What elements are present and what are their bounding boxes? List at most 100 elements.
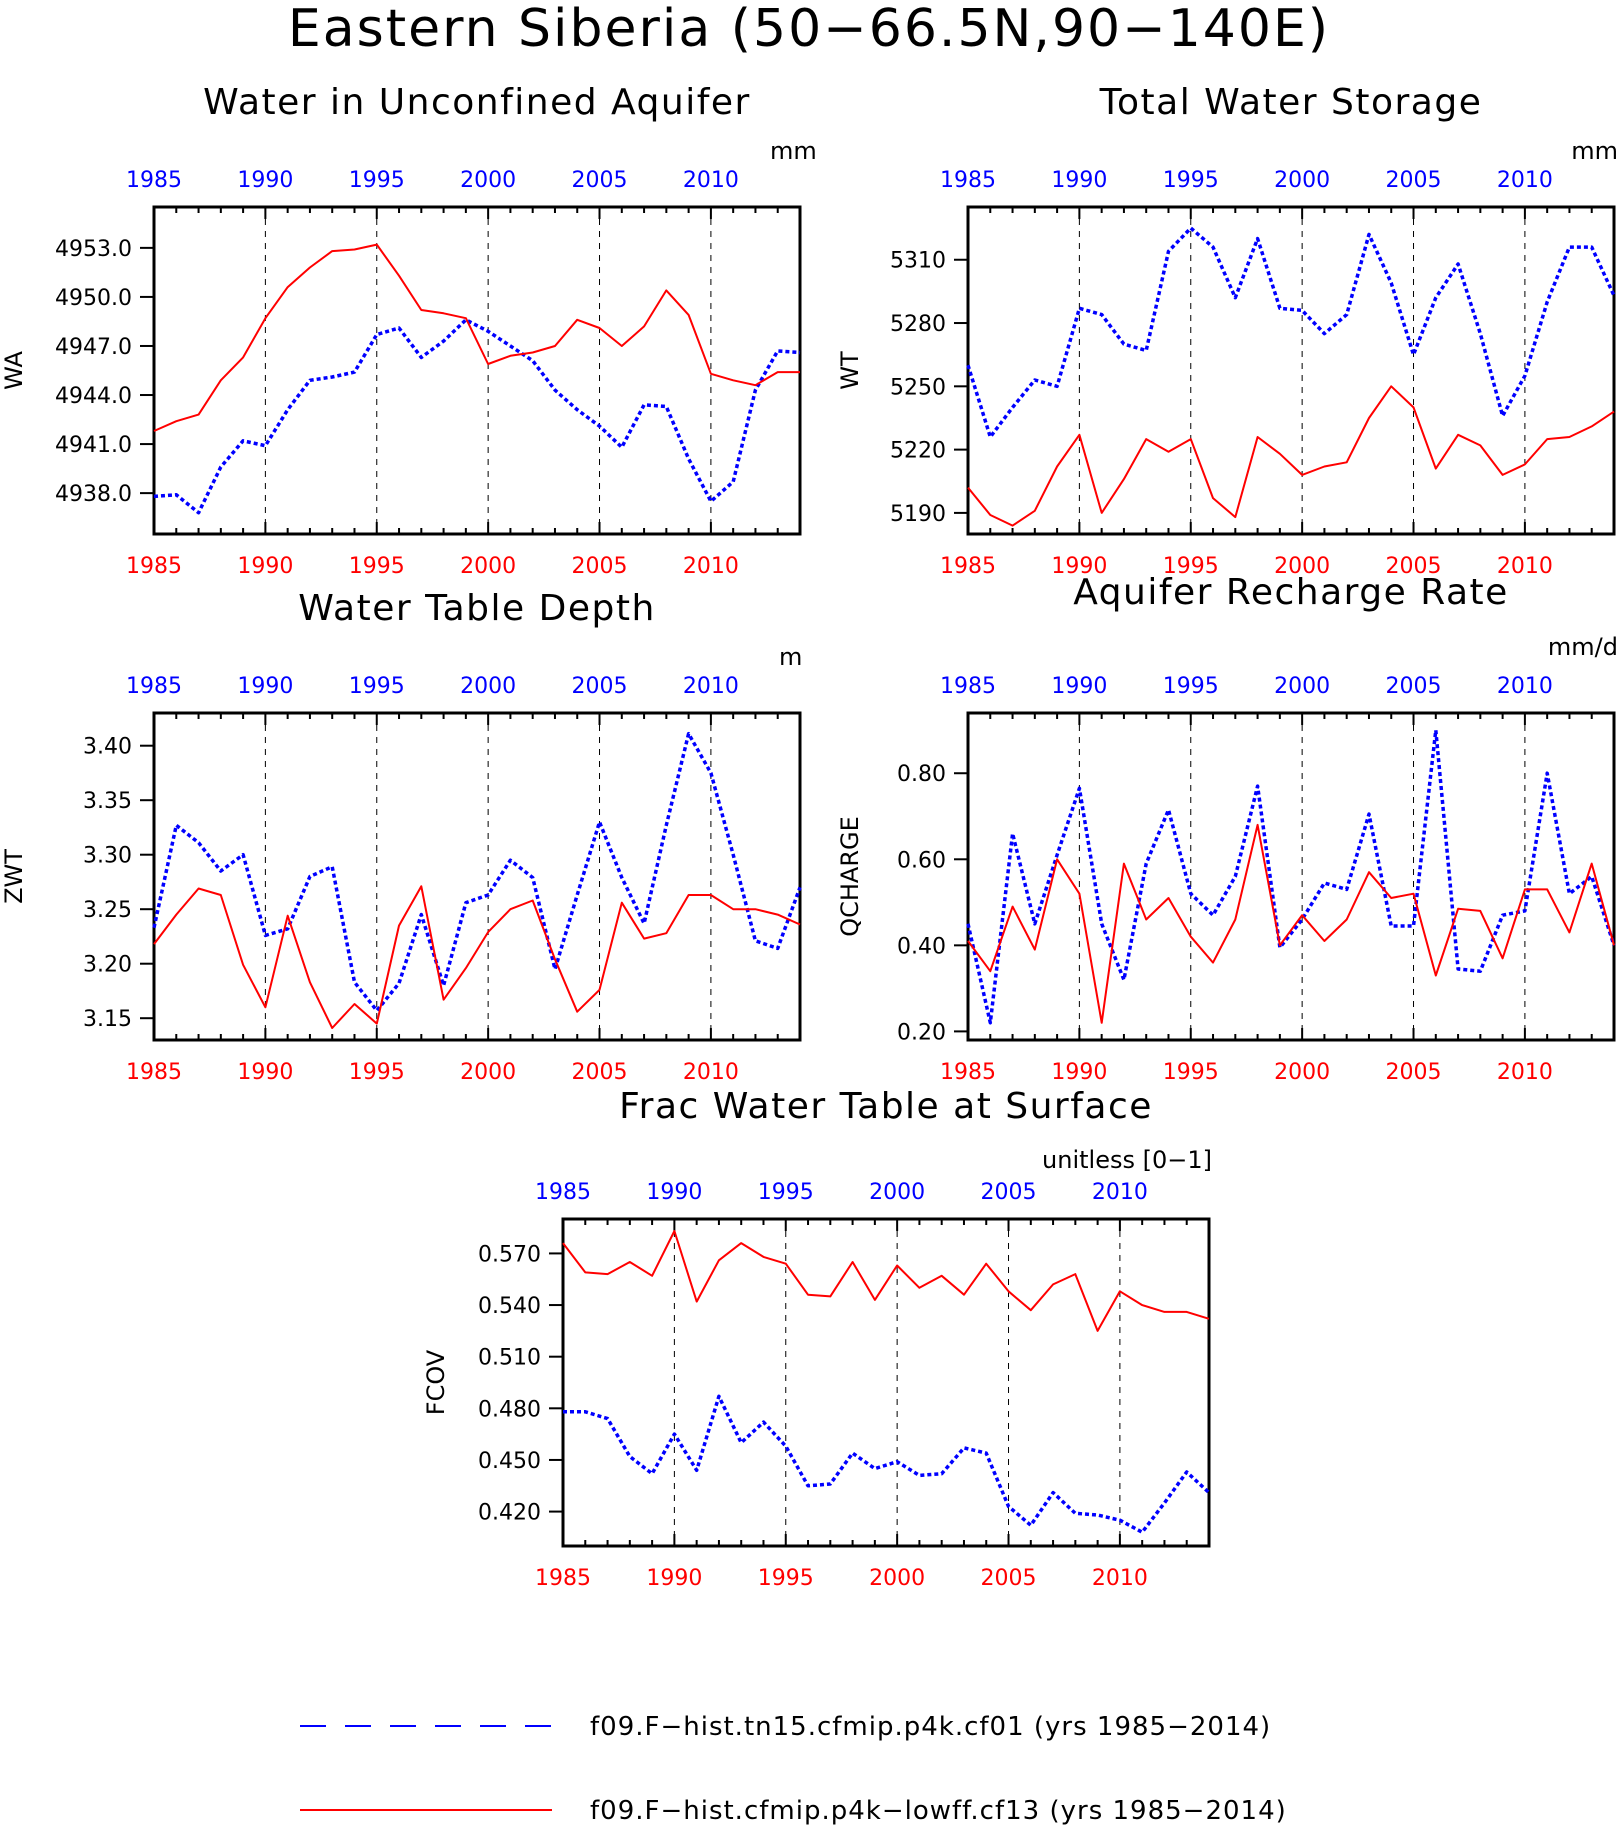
x-tick-label-bottom: 2010 [683, 1060, 739, 1085]
x-tick-label-bottom: 1990 [1051, 1060, 1107, 1085]
x-tick-label-top: 1985 [126, 168, 182, 193]
x-tick-label-bottom: 1990 [646, 1566, 702, 1591]
y-tick-label: 0.450 [478, 1449, 541, 1474]
x-tick-label-top: 2010 [683, 168, 739, 193]
plot-frame [966, 711, 1616, 1042]
y-tick-label: 3.25 [83, 898, 132, 923]
y-tick-label: 4938.0 [55, 482, 132, 507]
y-tick-label: 3.30 [83, 844, 132, 869]
series-line-cf01 [966, 728, 1616, 1025]
panel-title: Total Water Storage [1099, 82, 1483, 123]
x-tick-label-bottom: 2000 [1274, 1060, 1330, 1085]
x-tick-label-bottom: 2005 [981, 1566, 1037, 1591]
x-tick-label-top: 1990 [237, 674, 293, 699]
y-tick-label: 0.420 [478, 1501, 541, 1526]
x-tick-label-bottom: 1985 [940, 554, 996, 579]
x-tick-label-bottom: 1995 [1163, 1060, 1219, 1085]
x-tick-label-top: 2010 [1497, 168, 1553, 193]
x-tick-label-top: 2010 [1497, 674, 1553, 699]
series-line-cf01 [152, 731, 802, 1013]
x-tick-label-top: 1995 [349, 168, 405, 193]
units-label: mm [770, 137, 817, 165]
series-line-cf01 [153, 318, 801, 515]
x-tick-label-bottom: 2005 [1386, 1060, 1442, 1085]
legend-label-cf01: f09.F−hist.tn15.cfmip.p4k.cf01 (yrs 1985… [590, 1712, 1271, 1742]
x-tick-label-bottom: 1985 [535, 1566, 591, 1591]
y-tick-label: 3.15 [83, 1007, 132, 1032]
plot-frame [561, 1217, 1211, 1548]
x-tick-label-bottom: 2000 [460, 1060, 516, 1085]
units-label: mm/d [1548, 633, 1618, 661]
x-tick-label-top: 2005 [981, 1180, 1037, 1205]
y-tick-label: 5220 [890, 439, 946, 464]
x-tick-label-bottom: 1990 [1051, 554, 1107, 579]
x-tick-label-bottom: 1985 [126, 1060, 182, 1085]
x-tick-label-bottom: 2010 [1092, 1566, 1148, 1591]
x-tick-label-top: 2000 [1274, 674, 1330, 699]
x-tick-label-top: 2005 [572, 168, 628, 193]
series-line-cf13 [153, 885, 801, 1029]
panels: 1985 1985 1990 1990 1995 1995 2000 2000 2005 2005… [0, 82, 1618, 1591]
units-label: unitless [0−1] [1042, 1146, 1212, 1174]
y-tick-label: 3.40 [83, 735, 132, 760]
x-tick-label-top: 1995 [758, 1180, 814, 1205]
x-tick-label-top: 1985 [535, 1180, 591, 1205]
x-tick-label-top: 1990 [1051, 168, 1107, 193]
y-tick-label: 4947.0 [55, 335, 132, 360]
y-tick-label: 0.570 [478, 1242, 541, 1267]
x-tick-label-top: 1995 [1163, 674, 1219, 699]
y-tick-label: 4950.0 [55, 286, 132, 311]
plot-frame [152, 205, 802, 536]
series-line-cf01 [966, 226, 1616, 439]
y-tick-label: 3.35 [83, 789, 132, 814]
y-tick-label: 0.480 [478, 1397, 541, 1422]
x-tick-label-bottom: 1995 [1163, 554, 1219, 579]
y-tick-label: 4944.0 [55, 384, 132, 409]
plot-frame [966, 205, 1616, 536]
y-tick-label: 5190 [890, 502, 946, 527]
legend: f09.F−hist.tn15.cfmip.p4k.cf01 (yrs 1985… [300, 1712, 1286, 1826]
y-axis-label: FCOV [422, 1349, 450, 1415]
x-tick-label-top: 1985 [126, 674, 182, 699]
x-tick-label-bottom: 2005 [572, 554, 628, 579]
x-tick-label-top: 1990 [646, 1180, 702, 1205]
units-label: mm [1571, 137, 1618, 165]
series-line-cf13 [153, 243, 800, 432]
chart-panel: 1985 1985 1990 1990 1995 1995 2000 2000 2005 2005… [0, 588, 802, 1085]
y-tick-label: 5280 [890, 312, 946, 337]
x-tick-label-bottom: 1995 [758, 1566, 814, 1591]
y-axis-label: ZWT [0, 849, 28, 904]
x-tick-label-top: 2005 [1386, 674, 1442, 699]
y-tick-label: 0.60 [897, 848, 946, 873]
x-tick-label-top: 1995 [1163, 168, 1219, 193]
x-tick-label-top: 2005 [1386, 168, 1442, 193]
y-tick-label: 0.510 [478, 1346, 541, 1371]
y-axis-label: WA [0, 351, 28, 390]
panel-title: Aquifer Recharge Rate [1073, 572, 1509, 613]
x-tick-label-top: 2000 [869, 1180, 925, 1205]
x-tick-label-bottom: 2005 [572, 1060, 628, 1085]
x-tick-label-top: 2000 [1274, 168, 1330, 193]
x-tick-label-bottom: 1995 [349, 1060, 405, 1085]
units-label: m [779, 643, 802, 671]
y-tick-label: 5250 [890, 375, 946, 400]
x-tick-label-top: 2005 [572, 674, 628, 699]
x-tick-label-top: 2000 [460, 168, 516, 193]
x-tick-label-bottom: 1995 [349, 554, 405, 579]
y-tick-label: 0.540 [478, 1294, 541, 1319]
y-axis-label: WT [836, 351, 864, 390]
x-tick-label-bottom: 2000 [1274, 554, 1330, 579]
chart-panel: 1985 1985 1990 1990 1995 1995 2000 2000 2005 2005… [0, 82, 817, 579]
chart-panel: 1985 1985 1990 1990 1995 1995 2000 2000 2005 2005… [836, 572, 1618, 1085]
x-tick-label-top: 1985 [940, 168, 996, 193]
x-tick-label-top: 2000 [460, 674, 516, 699]
x-tick-label-top: 1990 [237, 168, 293, 193]
x-tick-label-bottom: 2010 [1497, 554, 1553, 579]
x-tick-label-bottom: 2010 [683, 554, 739, 579]
series-line-cf13 [967, 385, 1615, 527]
main-title: Eastern Siberia (50−66.5N,90−140E) [288, 0, 1330, 59]
x-tick-label-top: 2010 [1092, 1180, 1148, 1205]
x-tick-label-top: 1990 [1051, 674, 1107, 699]
x-tick-label-top: 2010 [683, 674, 739, 699]
